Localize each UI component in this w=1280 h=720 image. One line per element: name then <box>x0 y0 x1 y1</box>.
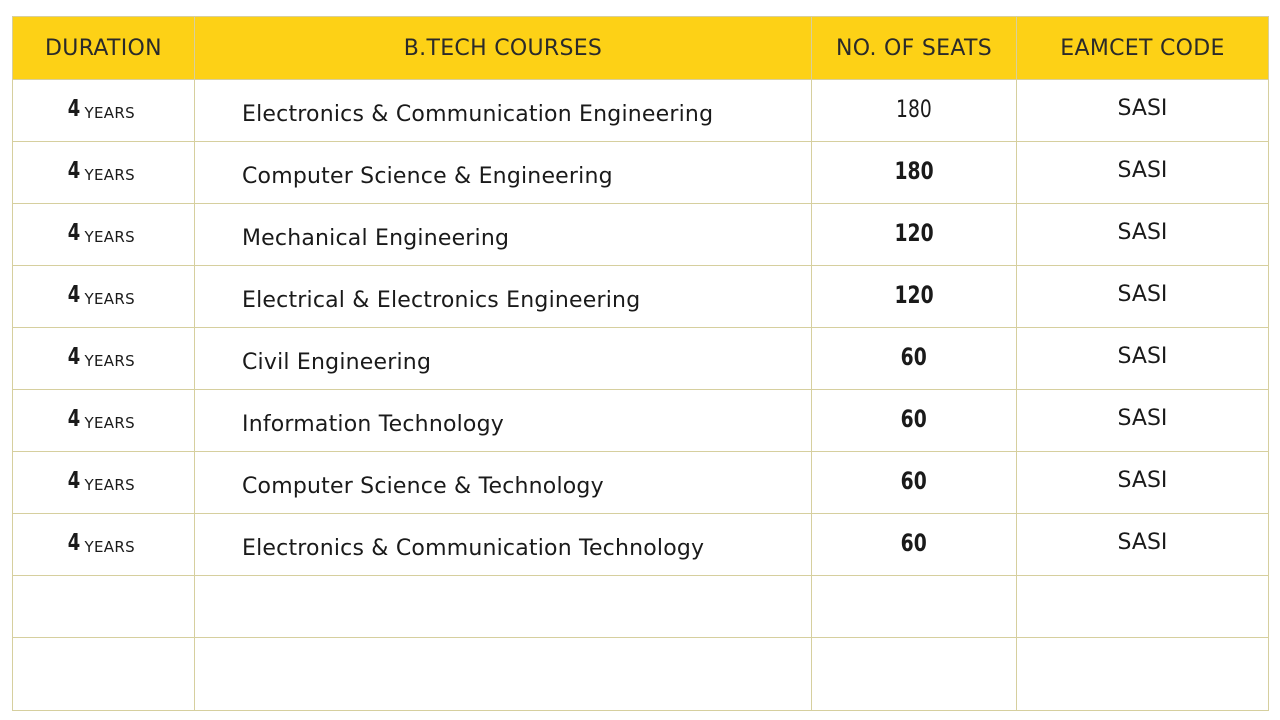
duration-unit: YEARS <box>84 351 135 370</box>
seats-cell: 120 <box>811 203 1017 266</box>
header-courses: B.TECH COURSES <box>194 16 812 80</box>
eamcet-code: SASI <box>1117 468 1168 493</box>
header-row: DURATION B.TECH COURSES NO. OF SEATS EAM… <box>12 16 1269 80</box>
seats-cell: 180 <box>811 79 1017 142</box>
table-row: 4 YEARS Computer Science & Technology 60 SA… <box>12 451 1269 514</box>
seats-value: 180 <box>894 156 934 185</box>
duration-unit: YEARS <box>84 165 135 184</box>
duration-cell: 4 YEARS <box>12 79 195 142</box>
duration-number: 4 <box>67 219 81 246</box>
eamcet-code: SASI <box>1117 530 1168 555</box>
duration-number: 4 <box>67 95 81 122</box>
duration-cell: 4 YEARS <box>12 203 195 266</box>
courses-table: DURATION B.TECH COURSES NO. OF SEATS EAM… <box>12 16 1269 711</box>
empty-cell <box>194 637 812 711</box>
empty-cell <box>1016 575 1269 638</box>
table-row: 4 YEARS Civil Engineering 60 SASI <box>12 327 1269 390</box>
seats-value: 60 <box>900 466 928 495</box>
empty-row <box>12 637 1269 711</box>
header-duration: DURATION <box>12 16 195 80</box>
seats-value: 60 <box>900 404 928 433</box>
code-cell: SASI <box>1016 141 1269 204</box>
duration-number: 4 <box>67 467 81 494</box>
duration-unit: YEARS <box>84 537 135 556</box>
duration-unit: YEARS <box>84 227 135 246</box>
seats-value: 60 <box>900 528 928 557</box>
course-cell: Electrical & Electronics Engineering <box>194 265 812 328</box>
seats-cell: 120 <box>811 265 1017 328</box>
seats-value: 180 <box>896 94 932 123</box>
seats-value: 120 <box>894 280 934 309</box>
duration-cell: 4 YEARS <box>12 513 195 576</box>
empty-cell <box>12 637 195 711</box>
seats-cell: 60 <box>811 389 1017 452</box>
duration-unit: YEARS <box>84 413 135 432</box>
empty-cell <box>12 575 195 638</box>
duration-unit: YEARS <box>84 103 135 122</box>
table-row: 4 YEARS Computer Science & Engineering 180… <box>12 141 1269 204</box>
duration-cell: 4 YEARS <box>12 451 195 514</box>
course-name: Electrical & Electronics Engineering <box>242 288 641 313</box>
seats-cell: 180 <box>811 141 1017 204</box>
empty-row <box>12 575 1269 638</box>
duration-cell: 4 YEARS <box>12 141 195 204</box>
duration-cell: 4 YEARS <box>12 265 195 328</box>
eamcet-code: SASI <box>1117 282 1168 307</box>
duration-number: 4 <box>67 343 81 370</box>
duration-number: 4 <box>67 529 81 556</box>
eamcet-code: SASI <box>1117 344 1168 369</box>
eamcet-code: SASI <box>1117 158 1168 183</box>
header-seats: NO. OF SEATS <box>811 16 1017 80</box>
course-cell: Civil Engineering <box>194 327 812 390</box>
table-row: 4 YEARS Information Technology 60 SASI <box>12 389 1269 452</box>
course-name: Computer Science & Engineering <box>242 164 613 189</box>
eamcet-code: SASI <box>1117 96 1168 121</box>
course-cell: Electronics & Communication Technology <box>194 513 812 576</box>
duration-cell: 4 YEARS <box>12 389 195 452</box>
table-row: 4 YEARS Electrical & Electronics Engineer… <box>12 265 1269 328</box>
code-cell: SASI <box>1016 389 1269 452</box>
course-cell: Electronics & Communication Engineering <box>194 79 812 142</box>
seats-cell: 60 <box>811 513 1017 576</box>
table-row: 4 YEARS Electronics & Communication Engin… <box>12 79 1269 142</box>
header-code: EAMCET CODE <box>1016 16 1269 80</box>
course-cell: Information Technology <box>194 389 812 452</box>
course-cell: Computer Science & Technology <box>194 451 812 514</box>
course-name: Computer Science & Technology <box>242 474 604 499</box>
course-name: Information Technology <box>242 412 504 437</box>
duration-unit: YEARS <box>84 289 135 308</box>
empty-cell <box>1016 637 1269 711</box>
course-name: Civil Engineering <box>242 350 432 375</box>
course-cell: Mechanical Engineering <box>194 203 812 266</box>
code-cell: SASI <box>1016 203 1269 266</box>
code-cell: SASI <box>1016 513 1269 576</box>
eamcet-code: SASI <box>1117 406 1168 431</box>
duration-unit: YEARS <box>84 475 135 494</box>
course-name: Electronics & Communication Engineering <box>242 102 714 127</box>
course-name: Mechanical Engineering <box>242 226 510 251</box>
table-header: DURATION B.TECH COURSES NO. OF SEATS EAM… <box>12 16 1269 80</box>
duration-cell: 4 YEARS <box>12 327 195 390</box>
empty-cell <box>194 575 812 638</box>
code-cell: SASI <box>1016 451 1269 514</box>
eamcet-code: SASI <box>1117 220 1168 245</box>
duration-number: 4 <box>67 405 81 432</box>
course-cell: Computer Science & Engineering <box>194 141 812 204</box>
code-cell: SASI <box>1016 79 1269 142</box>
table-body: 4 YEARS Electronics & Communication Engin… <box>12 79 1269 711</box>
empty-cell <box>811 575 1017 638</box>
table-row: 4 YEARS Electronics & Communication Techn… <box>12 513 1269 576</box>
code-cell: SASI <box>1016 327 1269 390</box>
seats-value: 120 <box>894 218 934 247</box>
duration-number: 4 <box>67 157 81 184</box>
seats-cell: 60 <box>811 327 1017 390</box>
table-row: 4 YEARS Mechanical Engineering 120 SASI <box>12 203 1269 266</box>
code-cell: SASI <box>1016 265 1269 328</box>
empty-cell <box>811 637 1017 711</box>
duration-number: 4 <box>67 281 81 308</box>
seats-value: 60 <box>900 342 928 371</box>
seats-cell: 60 <box>811 451 1017 514</box>
course-name: Electronics & Communication Technology <box>242 536 705 561</box>
